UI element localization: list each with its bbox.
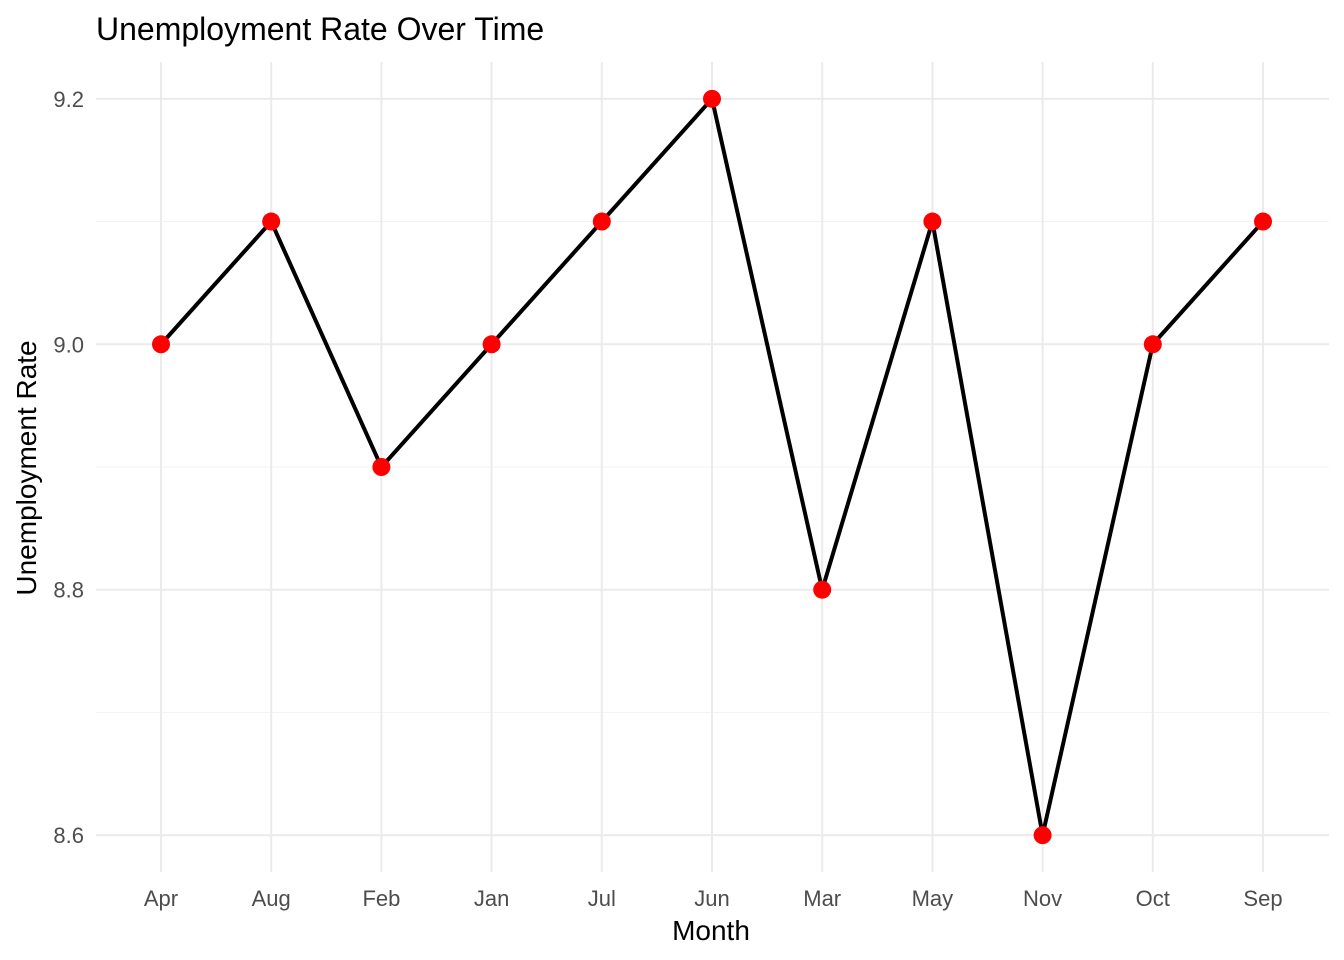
data-point	[1254, 212, 1272, 231]
grid	[96, 62, 1329, 872]
y-axis-title: Unemployment Rate	[11, 340, 42, 595]
x-tick-label: Oct	[1136, 886, 1170, 911]
data-point	[1033, 826, 1052, 845]
x-tick-label: Feb	[362, 886, 400, 911]
x-tick-label: Jan	[474, 886, 509, 911]
data-point	[262, 212, 281, 231]
data-point	[923, 212, 942, 231]
data-point	[1143, 335, 1162, 354]
x-tick-label: Sep	[1243, 886, 1282, 911]
y-tick-label: 9.0	[53, 332, 84, 357]
x-tick-label: Mar	[803, 886, 841, 911]
data-point	[813, 580, 832, 599]
x-tick-label: Jun	[694, 886, 729, 911]
y-axis-ticks: 8.6 8.8 9.0 9.2	[53, 87, 84, 848]
data-point	[152, 335, 170, 354]
x-axis-title: Month	[672, 915, 750, 946]
x-tick-label: Jul	[588, 886, 616, 911]
x-tick-label: Nov	[1023, 886, 1062, 911]
y-tick-label: 8.6	[53, 823, 84, 848]
x-axis-ticks: Apr Aug Feb Jan Jul Jun Mar May Nov Oct Sep	[144, 886, 1283, 911]
data-point	[372, 458, 391, 476]
chart-title: Unemployment Rate Over Time	[96, 11, 544, 47]
y-tick-label: 8.8	[53, 578, 84, 603]
y-tick-label: 9.2	[53, 87, 84, 112]
data-point	[703, 89, 721, 108]
series-layer	[152, 89, 1272, 845]
data-point	[482, 335, 501, 354]
x-tick-label: May	[912, 886, 954, 911]
x-tick-label: Apr	[144, 886, 178, 911]
data-point	[592, 212, 611, 231]
x-tick-label: Aug	[252, 886, 291, 911]
